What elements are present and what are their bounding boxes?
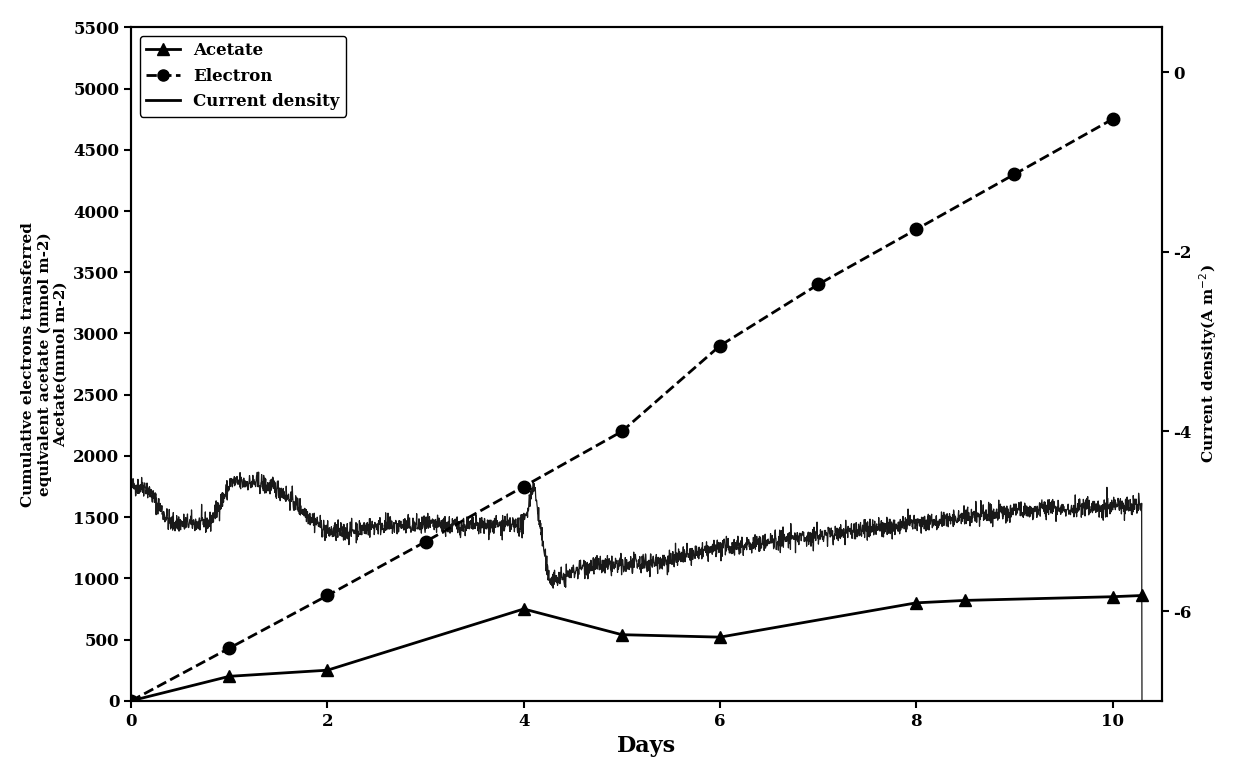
Electron [615, 427, 630, 436]
Electron [811, 280, 826, 289]
Electron [1105, 114, 1120, 124]
Acetate [615, 630, 630, 640]
Electron [1007, 170, 1022, 179]
Acetate [320, 665, 335, 675]
Acetate [124, 696, 139, 706]
Electron [320, 591, 335, 600]
Electron [124, 696, 139, 706]
Electron [713, 341, 728, 350]
Acetate [222, 671, 237, 681]
Electron [222, 643, 237, 653]
Acetate [516, 605, 531, 614]
Acetate [1135, 591, 1149, 600]
Electron [516, 482, 531, 491]
Electron [909, 225, 924, 234]
Legend: Acetate, Electron, Current density: Acetate, Electron, Current density [140, 36, 346, 117]
Line: Acetate: Acetate [125, 590, 1147, 706]
Electron [418, 537, 433, 546]
Acetate [957, 596, 972, 605]
Acetate [1105, 592, 1120, 601]
Y-axis label: Cumulative electrons transferred
equivalent acetate (mmol m-2)
Acetate(mmol m-2): Cumulative electrons transferred equival… [21, 222, 68, 506]
Acetate [713, 633, 728, 642]
Y-axis label: Current density(A m$^{-2}$): Current density(A m$^{-2}$) [1198, 265, 1219, 464]
Line: Electron: Electron [125, 113, 1118, 707]
X-axis label: Days: Days [616, 735, 676, 757]
Acetate [909, 598, 924, 608]
